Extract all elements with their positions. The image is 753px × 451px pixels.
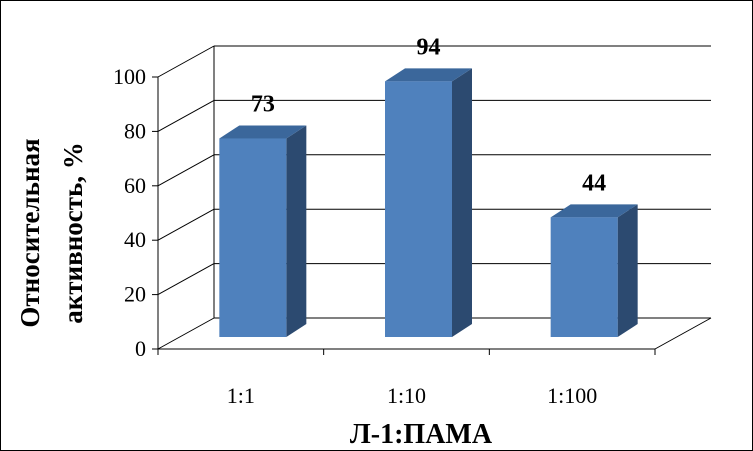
gridline-diagonal (157, 99, 215, 132)
bar-top (219, 125, 307, 139)
y-tick-label: 100 (113, 64, 146, 89)
y-tick-label: 40 (124, 227, 146, 252)
y-axis-title-line2: активность, % (58, 142, 88, 324)
x-tick-label: 1:1 (227, 383, 255, 408)
y-tick-label: 60 (124, 173, 146, 198)
y-tick-label: 0 (135, 336, 146, 361)
gridline-diagonal (157, 208, 215, 241)
bar-side (617, 204, 638, 337)
data-label: 44 (582, 170, 606, 196)
x-tick-label: 1:10 (387, 383, 426, 408)
bar-top (550, 204, 638, 218)
bar-front (219, 138, 287, 337)
gridline-diagonal (157, 263, 215, 296)
y-tick-label: 80 (124, 118, 146, 143)
bar (550, 204, 638, 337)
x-tick-label: 1:100 (547, 383, 597, 408)
bar (219, 125, 307, 337)
bar (385, 68, 472, 337)
bar-side (452, 68, 472, 337)
gridline-diagonal (157, 154, 215, 187)
data-label: 73 (251, 91, 275, 117)
bar-top (385, 68, 472, 82)
x-axis-title: Л-1:ПАМА (350, 419, 493, 450)
floor-edge (654, 317, 712, 350)
data-label: 94 (417, 34, 441, 60)
bar-side (286, 125, 307, 337)
gridline-diagonal (157, 45, 215, 78)
gridline-diagonal (157, 317, 215, 350)
y-tick-label: 20 (124, 282, 146, 307)
bar-front (550, 217, 618, 337)
bars (219, 68, 638, 337)
bar-front (385, 81, 452, 337)
y-axis-title-line1: Относительная (15, 138, 45, 327)
labels: 0 20 40 60 80 100 1:1 1:10 1:100 73 94 44 (113, 34, 606, 408)
